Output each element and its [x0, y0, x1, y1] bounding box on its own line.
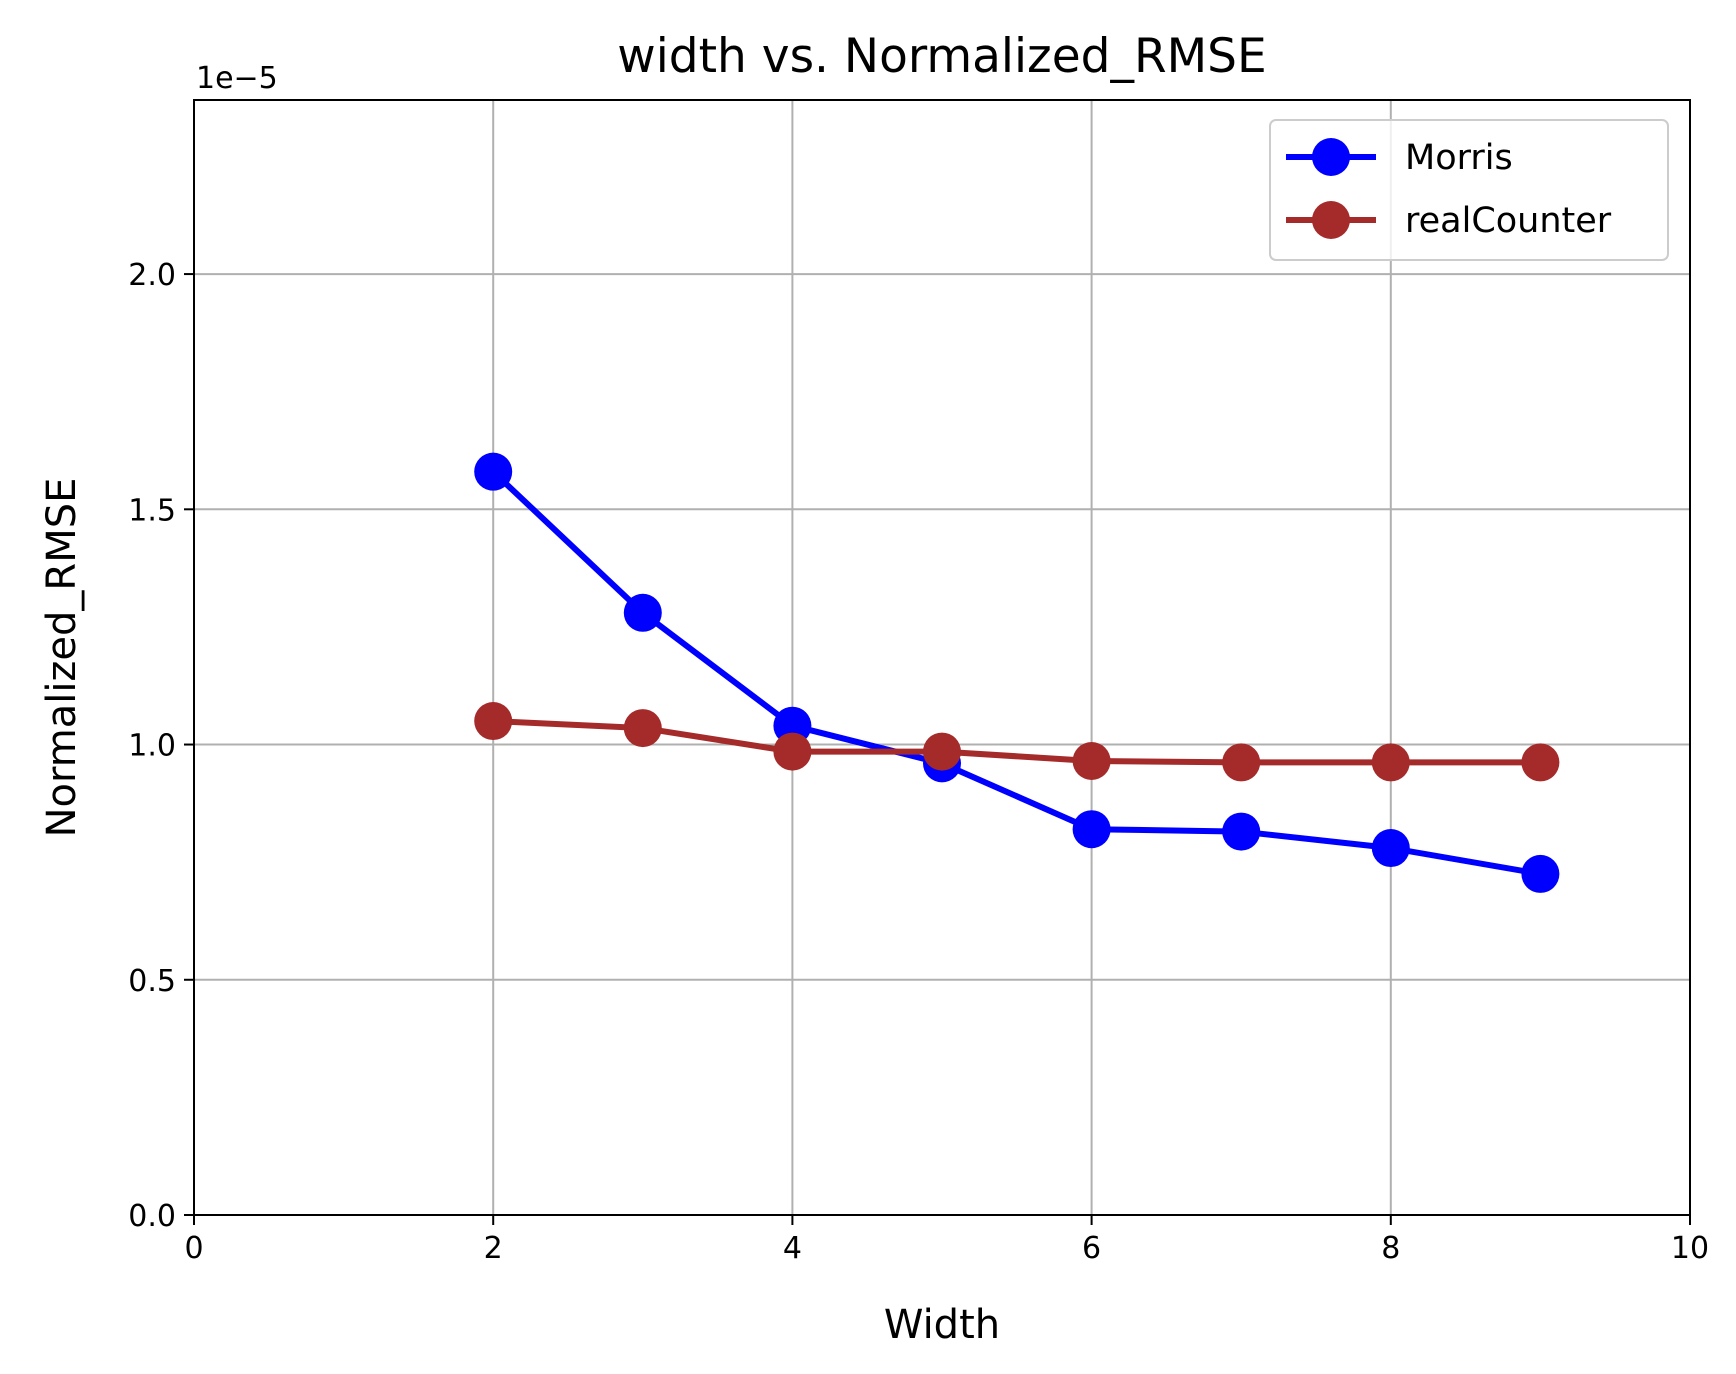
legend-item: Morris	[1286, 138, 1513, 178]
data-point	[1371, 829, 1410, 868]
y-tick-label: 0.5	[128, 964, 176, 999]
x-axis-label: Width	[884, 1302, 1000, 1348]
x-tick-label: 6	[1082, 1231, 1101, 1266]
series-line	[491, 469, 1541, 877]
legend: Morris realCounter	[1269, 119, 1669, 261]
legend-item: realCounter	[1286, 201, 1612, 241]
y-tick-label: 2.0	[128, 258, 176, 293]
chart-title: width vs. Normalized_RMSE	[617, 29, 1266, 84]
legend-label: realCounter	[1405, 201, 1612, 241]
data-point	[923, 732, 961, 771]
data-point	[1222, 743, 1261, 782]
y-axis: 0.0 0.5 1.0 1.5 2.0	[128, 258, 194, 1234]
series-Morris	[474, 452, 1560, 893]
plot-frame	[193, 99, 1691, 1216]
x-tick-label: 10	[1671, 1231, 1709, 1266]
data-point	[773, 732, 812, 771]
y-axis-offset-text: 1e−5	[196, 61, 278, 96]
legend-marker	[1312, 201, 1350, 239]
series-layer	[474, 452, 1560, 893]
data-point	[1222, 812, 1261, 851]
data-point	[1072, 742, 1111, 781]
grid-lines	[193, 100, 1691, 1216]
y-tick-label: 1.0	[128, 729, 176, 764]
x-axis: 0 2 4 6 8 10	[184, 1215, 1709, 1266]
data-point	[1371, 743, 1410, 782]
data-point	[474, 702, 513, 741]
legend-label: Morris	[1405, 138, 1513, 178]
x-tick-label: 0	[184, 1231, 203, 1266]
x-tick-label: 4	[783, 1231, 802, 1266]
data-point	[474, 452, 513, 491]
data-point	[1521, 743, 1560, 782]
data-point	[623, 593, 662, 632]
x-tick-label: 8	[1381, 1231, 1400, 1266]
series-line	[493, 718, 1541, 766]
y-tick-label: 0.0	[128, 1199, 176, 1234]
data-point	[1521, 854, 1560, 893]
x-tick-label: 2	[484, 1231, 503, 1266]
data-point	[623, 709, 662, 748]
y-axis-label: Normalized_RMSE	[39, 478, 85, 838]
series-realCounter	[474, 702, 1560, 782]
plot-area	[194, 100, 1690, 1215]
data-point	[1072, 810, 1111, 849]
legend-marker	[1312, 138, 1350, 176]
y-tick-label: 1.5	[128, 493, 176, 528]
